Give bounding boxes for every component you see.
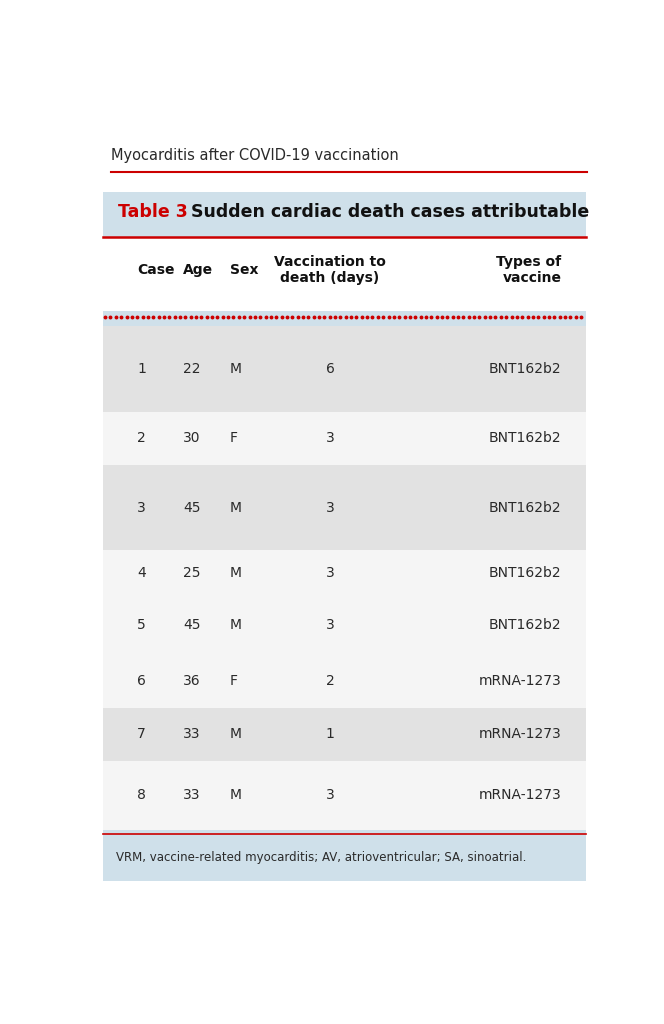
Text: Table 3: Table 3: [118, 203, 188, 221]
FancyBboxPatch shape: [102, 550, 586, 596]
Text: mRNA-1273: mRNA-1273: [479, 674, 562, 688]
Text: 1: 1: [325, 727, 335, 741]
Text: 25: 25: [183, 566, 201, 580]
Text: BNT162b2: BNT162b2: [489, 361, 562, 376]
Text: 2: 2: [325, 674, 335, 688]
FancyBboxPatch shape: [102, 708, 586, 761]
Text: 3: 3: [137, 501, 146, 515]
Text: 6: 6: [325, 361, 335, 376]
Text: BNT162b2: BNT162b2: [489, 617, 562, 632]
Text: M: M: [230, 788, 242, 803]
FancyBboxPatch shape: [102, 596, 586, 654]
Text: 36: 36: [183, 674, 201, 688]
Text: 1: 1: [137, 361, 146, 376]
Text: Types of
vaccine: Types of vaccine: [497, 255, 562, 286]
FancyBboxPatch shape: [102, 412, 586, 465]
Text: F: F: [230, 674, 238, 688]
Text: 45: 45: [183, 617, 201, 632]
Text: Myocarditis after COVID-19 vaccination: Myocarditis after COVID-19 vaccination: [112, 148, 399, 163]
Text: 3: 3: [325, 788, 335, 803]
Text: mRNA-1273: mRNA-1273: [479, 788, 562, 803]
FancyBboxPatch shape: [102, 654, 586, 708]
Text: 4: 4: [137, 566, 146, 580]
Text: mRNA-1273: mRNA-1273: [479, 727, 562, 741]
FancyBboxPatch shape: [102, 193, 586, 882]
Text: 33: 33: [183, 788, 201, 803]
Text: M: M: [230, 617, 242, 632]
FancyBboxPatch shape: [102, 465, 586, 550]
Text: F: F: [230, 431, 238, 445]
Text: M: M: [230, 361, 242, 376]
Text: BNT162b2: BNT162b2: [489, 566, 562, 580]
Text: BNT162b2: BNT162b2: [489, 501, 562, 515]
Text: 3: 3: [325, 431, 335, 445]
Text: 8: 8: [137, 788, 146, 803]
Text: Sudden cardiac death cases attributable: Sudden cardiac death cases attributable: [191, 203, 590, 221]
Text: 3: 3: [325, 501, 335, 515]
Text: 22: 22: [183, 361, 201, 376]
Text: Vaccination to
death (days): Vaccination to death (days): [274, 255, 386, 286]
Text: 3: 3: [325, 617, 335, 632]
FancyBboxPatch shape: [102, 238, 586, 310]
Text: M: M: [230, 727, 242, 741]
Text: Sex: Sex: [230, 263, 258, 276]
Text: M: M: [230, 501, 242, 515]
Text: VRM, vaccine-related myocarditis; AV, atrioventricular; SA, sinoatrial.: VRM, vaccine-related myocarditis; AV, at…: [116, 851, 527, 864]
Text: 5: 5: [137, 617, 146, 632]
Text: 33: 33: [183, 727, 201, 741]
FancyBboxPatch shape: [102, 761, 586, 830]
Text: M: M: [230, 566, 242, 580]
Text: 30: 30: [183, 431, 201, 445]
Text: 3: 3: [325, 566, 335, 580]
FancyBboxPatch shape: [102, 327, 586, 412]
Text: Age: Age: [183, 263, 213, 276]
Text: Case: Case: [137, 263, 175, 276]
Text: 7: 7: [137, 727, 146, 741]
FancyBboxPatch shape: [102, 835, 586, 882]
Text: 2: 2: [137, 431, 146, 445]
Text: 45: 45: [183, 501, 201, 515]
Text: BNT162b2: BNT162b2: [489, 431, 562, 445]
Text: 6: 6: [137, 674, 146, 688]
